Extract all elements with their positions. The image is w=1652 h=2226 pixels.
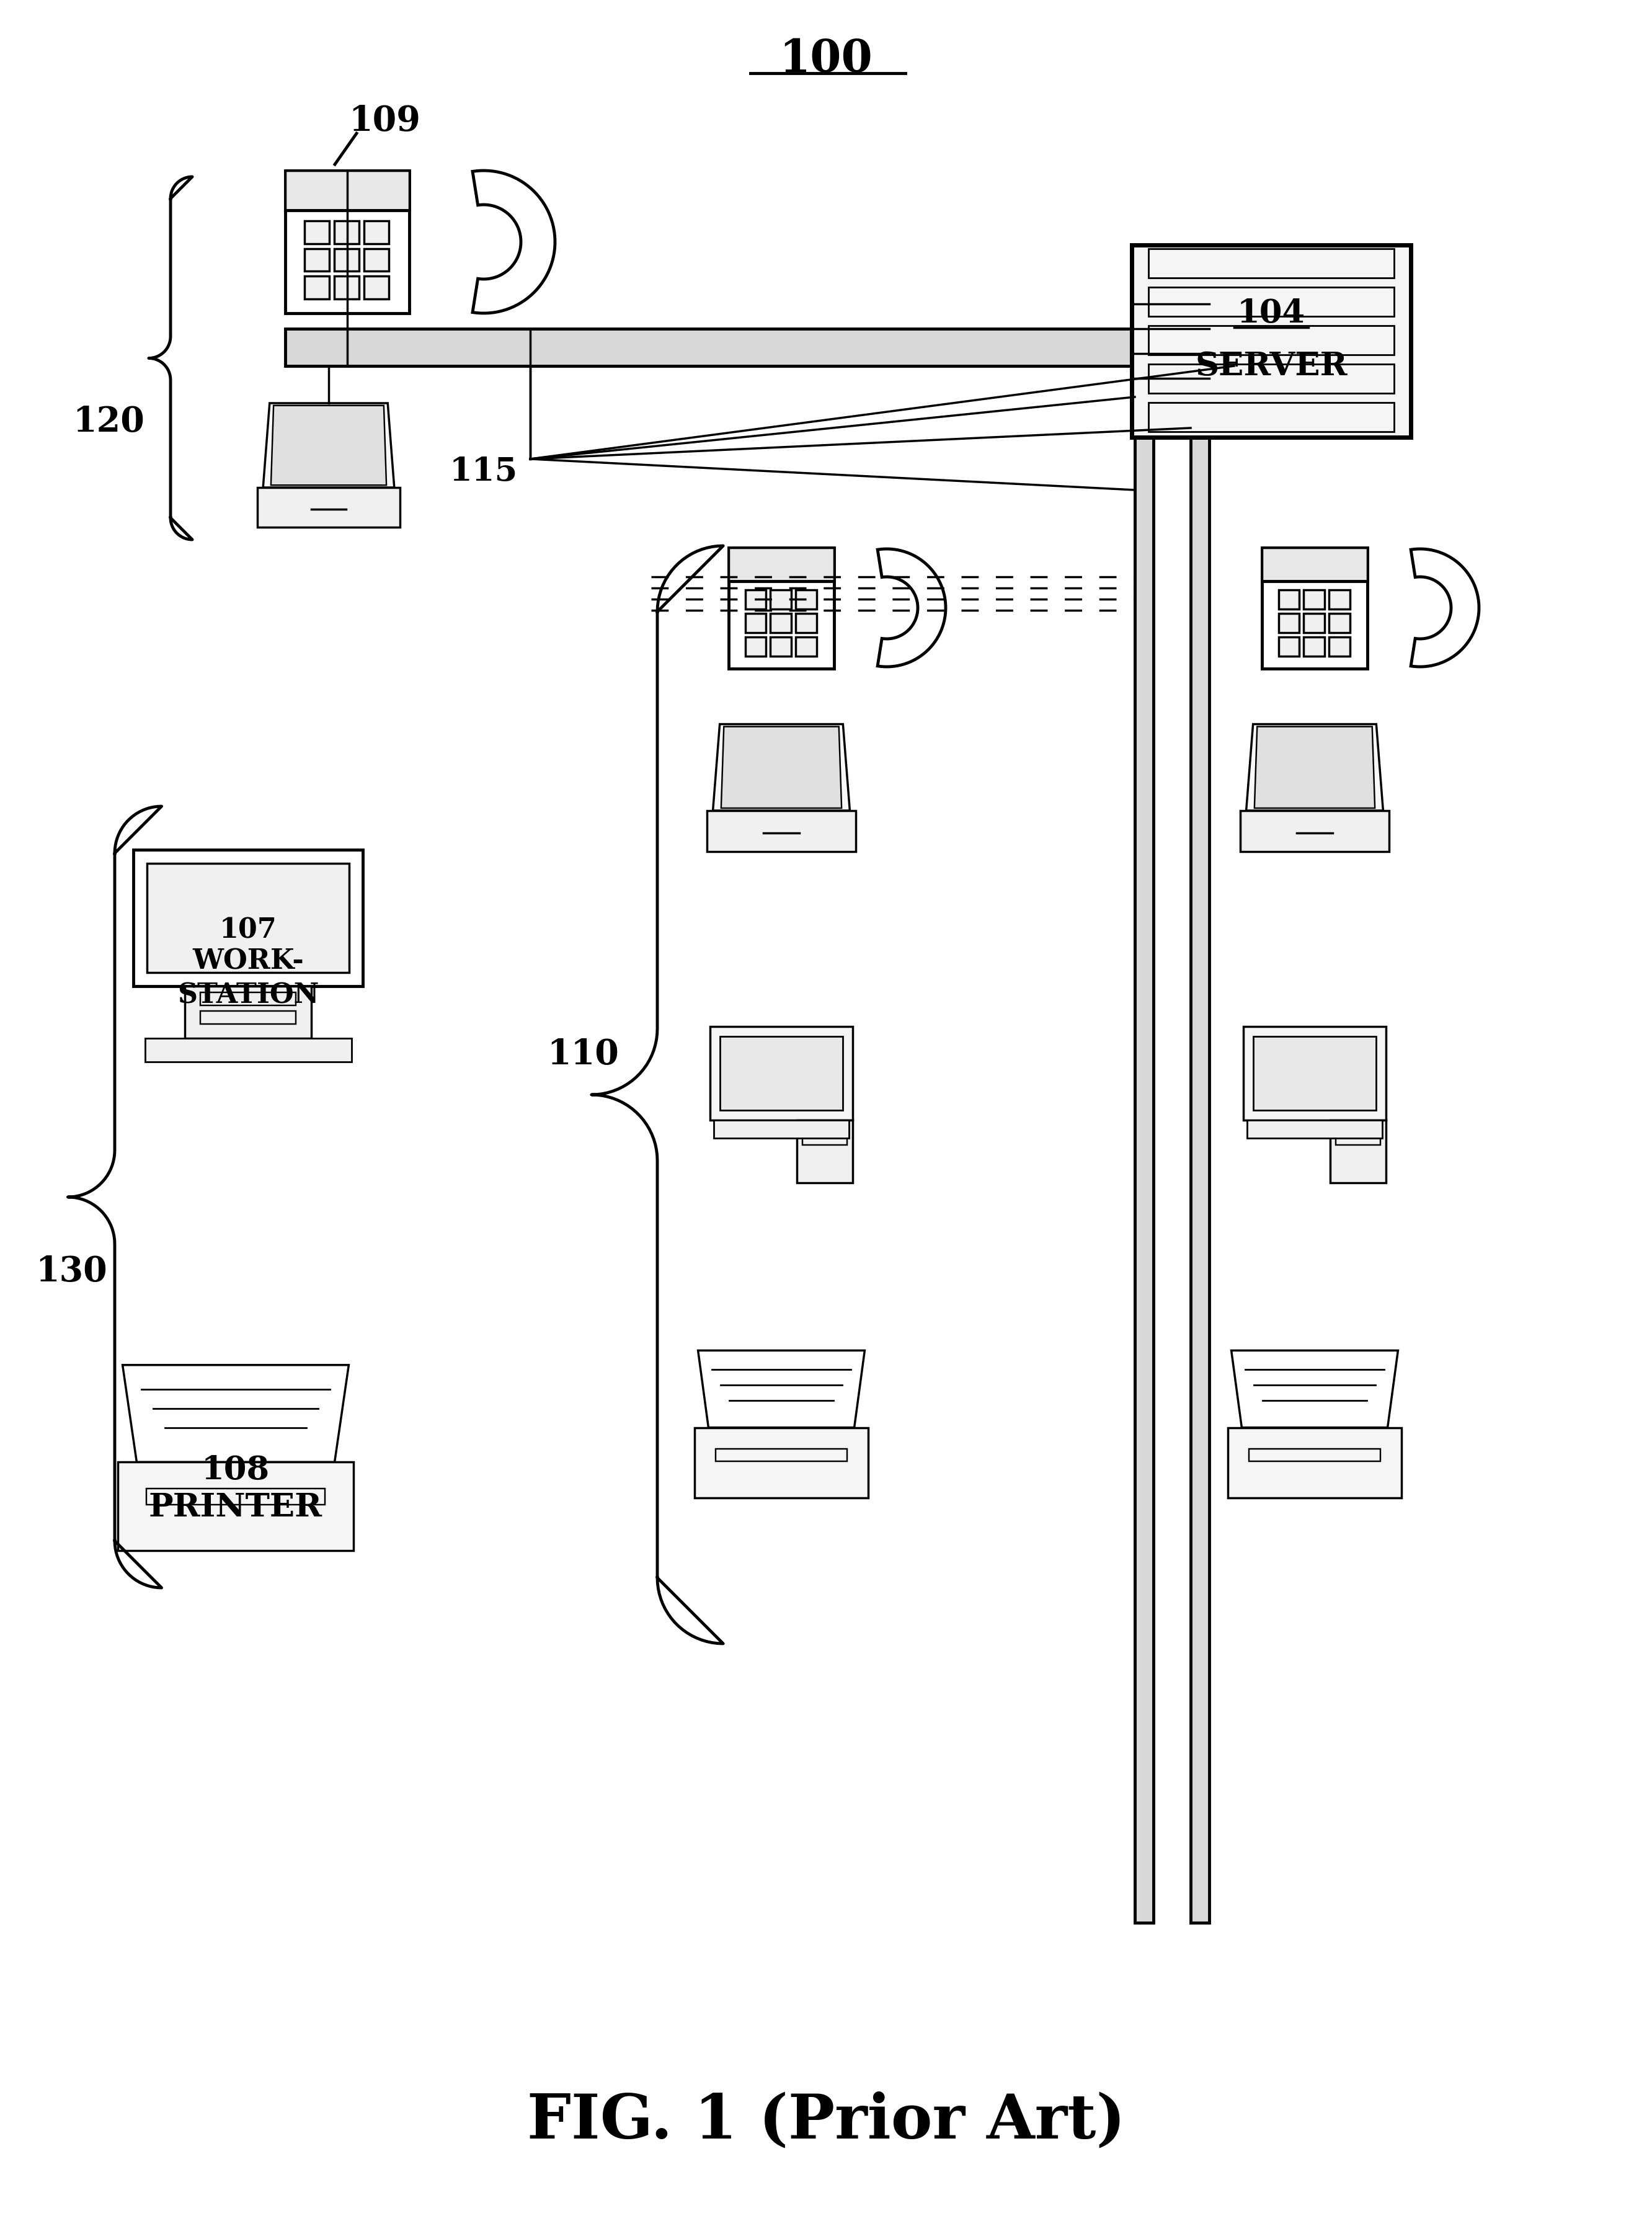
Bar: [334, 276, 358, 298]
Text: 108: 108: [202, 1454, 269, 1485]
Bar: [1244, 1026, 1386, 1120]
Polygon shape: [877, 550, 945, 668]
Bar: [1148, 365, 1394, 394]
Polygon shape: [1411, 550, 1479, 668]
Bar: [1254, 1037, 1376, 1111]
Text: FIG. 1 (Prior Art): FIG. 1 (Prior Art): [527, 2090, 1125, 2150]
Text: SERVER: SERVER: [1194, 349, 1348, 381]
Bar: [363, 276, 388, 298]
Bar: [1336, 1126, 1381, 1133]
Bar: [1227, 1427, 1401, 1498]
Bar: [1330, 637, 1350, 657]
Bar: [1330, 590, 1350, 610]
Bar: [1330, 1120, 1386, 1182]
Bar: [1148, 403, 1394, 432]
Bar: [1132, 245, 1411, 436]
Bar: [707, 810, 856, 850]
Bar: [147, 864, 349, 973]
Bar: [1148, 325, 1394, 354]
Bar: [796, 590, 816, 610]
Bar: [117, 1462, 354, 1552]
Bar: [1279, 590, 1298, 610]
Bar: [796, 637, 816, 657]
Bar: [729, 548, 834, 581]
Bar: [714, 1120, 849, 1137]
Polygon shape: [714, 723, 849, 810]
Bar: [363, 249, 388, 272]
Bar: [729, 548, 834, 668]
Bar: [185, 986, 311, 1037]
Bar: [1262, 548, 1368, 668]
Text: 109: 109: [349, 105, 420, 138]
Bar: [363, 220, 388, 243]
Polygon shape: [472, 171, 555, 314]
Polygon shape: [699, 1351, 864, 1427]
Bar: [1249, 1449, 1381, 1460]
Bar: [1303, 590, 1325, 610]
Polygon shape: [122, 1365, 349, 1462]
Bar: [796, 1120, 852, 1182]
Bar: [286, 171, 410, 211]
Bar: [200, 1011, 296, 1024]
Bar: [334, 220, 358, 243]
Text: 115: 115: [449, 456, 517, 487]
Text: STATION: STATION: [177, 982, 319, 1008]
Bar: [1191, 365, 1209, 1923]
Bar: [1303, 614, 1325, 632]
Bar: [715, 1449, 847, 1460]
Bar: [286, 171, 410, 314]
Bar: [1279, 637, 1298, 657]
Bar: [745, 590, 767, 610]
Bar: [1148, 287, 1394, 316]
Bar: [134, 850, 363, 986]
Bar: [258, 487, 400, 528]
Bar: [770, 590, 791, 610]
Bar: [1135, 365, 1153, 1923]
Bar: [770, 637, 791, 657]
Bar: [334, 249, 358, 272]
Bar: [770, 614, 791, 632]
Bar: [286, 329, 1241, 365]
Bar: [1303, 637, 1325, 657]
Polygon shape: [1246, 723, 1383, 810]
Text: 100: 100: [780, 38, 872, 80]
Text: 130: 130: [35, 1255, 107, 1289]
Polygon shape: [1254, 726, 1374, 808]
Text: 120: 120: [73, 405, 144, 439]
Polygon shape: [1231, 1351, 1398, 1427]
Bar: [803, 1137, 847, 1144]
Text: 107: 107: [220, 917, 278, 944]
Bar: [304, 276, 329, 298]
Bar: [745, 614, 767, 632]
Bar: [304, 249, 329, 272]
Polygon shape: [263, 403, 395, 487]
Text: 110: 110: [547, 1037, 620, 1071]
Bar: [710, 1026, 852, 1120]
Bar: [1247, 1120, 1383, 1137]
Bar: [1262, 548, 1368, 581]
Text: WORK-: WORK-: [192, 948, 304, 975]
Text: 104: 104: [1237, 298, 1305, 329]
Bar: [145, 1037, 352, 1062]
Polygon shape: [271, 405, 387, 485]
Bar: [803, 1126, 847, 1133]
Bar: [1241, 810, 1389, 850]
Bar: [145, 1489, 325, 1505]
Polygon shape: [722, 726, 841, 808]
Bar: [694, 1427, 869, 1498]
Bar: [1330, 614, 1350, 632]
Bar: [1336, 1137, 1381, 1144]
Text: PRINTER: PRINTER: [149, 1491, 322, 1523]
Bar: [200, 993, 296, 1006]
Bar: [304, 220, 329, 243]
Bar: [1148, 249, 1394, 278]
Bar: [1279, 614, 1298, 632]
Bar: [745, 637, 767, 657]
Bar: [720, 1037, 843, 1111]
Bar: [796, 614, 816, 632]
